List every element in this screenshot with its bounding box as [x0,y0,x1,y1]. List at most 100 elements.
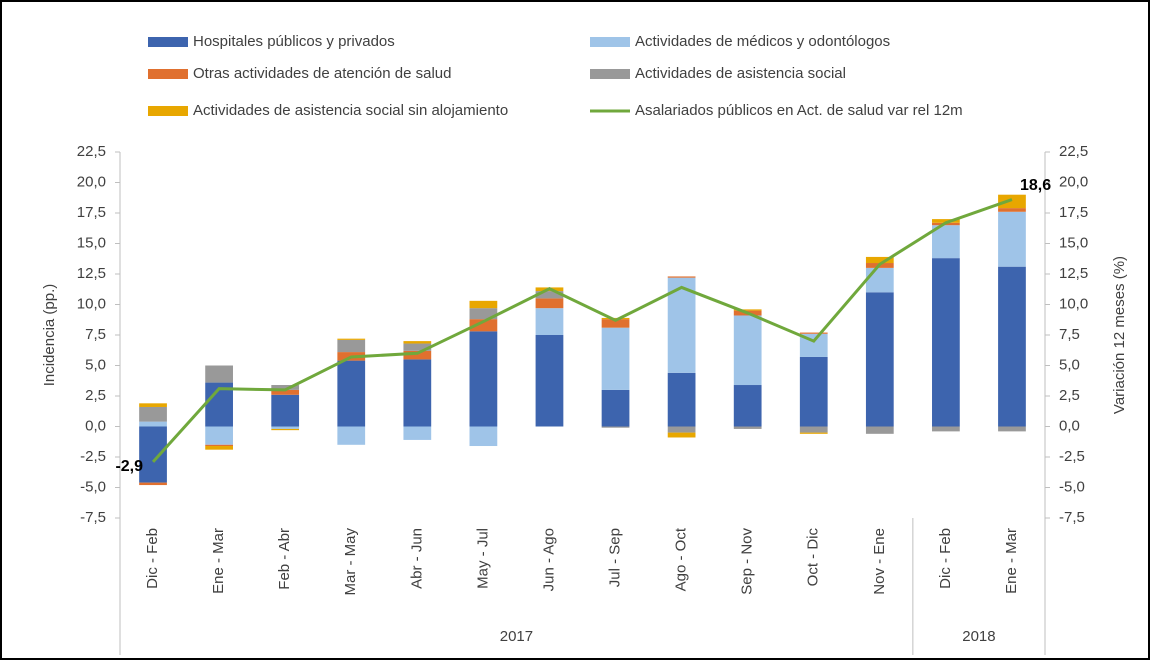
bar-segment [998,426,1026,432]
bar-segment [733,315,762,386]
bar-segment [601,426,630,428]
bar-segment [469,300,498,309]
x-tick-label: Mar - May [342,528,359,596]
bar-segment [337,426,366,445]
x-tick-label: Ene - Mar [210,528,227,594]
y-tick-label: 22,5 [77,143,106,160]
bar-segment [865,426,894,434]
y2-axis-label: Variación 12 meses (%) [1111,256,1128,414]
y-tick-label: 2,5 [85,387,106,404]
bar-segment [601,317,630,320]
bar-segment [403,350,432,360]
bar-segment [535,298,564,309]
bar-segment [403,359,432,427]
y-tick-label: 15,0 [77,234,106,251]
y-tick-label: 0,0 [85,417,106,434]
bar-segment [733,385,762,427]
bar-segment [337,338,366,340]
x-tick-label: Jun - Ago [540,528,557,591]
y-tick-label: 5,0 [85,356,106,373]
bar-segment [667,276,696,278]
bar-segment [932,258,960,427]
y-tick-label: 7,5 [85,326,106,343]
y2-tick-label: -7,5 [1059,509,1085,526]
bar-segment [998,208,1026,212]
bar-segment [998,266,1026,427]
x-tick-label: Ago - Oct [673,527,690,591]
bar-segment [733,426,762,429]
legend-swatch [148,37,188,47]
bar-segment [733,309,762,311]
bar-segment [205,444,233,447]
bar-segment [667,432,696,438]
bar-segment [799,356,828,427]
y-tick-label: -5,0 [80,478,106,495]
y-axis-label: Incidencia (pp.) [41,284,58,387]
bar-segment [469,319,498,332]
bar-segment [932,225,960,259]
bar-segment [469,308,498,320]
x-tick-label: May - Jul [474,528,491,589]
bar-segment [601,327,630,390]
y2-tick-label: -5,0 [1059,478,1085,495]
bar-segment [535,291,564,299]
bar-segment [139,482,167,486]
y2-tick-label: 7,5 [1059,326,1080,343]
y-tick-label: -7,5 [80,509,106,526]
x-tick-label: Oct - Dic [805,528,822,587]
y2-tick-label: 20,0 [1059,173,1088,190]
bar-segment [205,446,233,450]
bar-segment [799,426,828,433]
bar-segment [403,341,432,344]
legend-swatch [590,69,630,79]
bar-segment [403,343,432,351]
y2-tick-label: -2,5 [1059,448,1085,465]
bar-segment [139,403,167,407]
y2-tick-label: 15,0 [1059,234,1088,251]
legend-label: Hospitales públicos y privados [193,33,395,50]
bar-segment [337,360,366,427]
x-tick-label: Sep - Nov [739,528,756,595]
y-tick-label: 20,0 [77,173,106,190]
bar-segment [601,319,630,328]
legend-label: Actividades de asistencia social [635,65,846,82]
bar-segment [139,426,167,483]
y2-tick-label: 0,0 [1059,417,1080,434]
y2-tick-label: 2,5 [1059,387,1080,404]
bar-segment [799,332,828,334]
bar-segment [535,335,564,427]
legend-label: Actividades de asistencia social sin alo… [193,102,508,119]
x-tick-label: Jul - Sep [607,528,624,587]
y-tick-label: 12,5 [77,265,106,282]
year-label: 2017 [500,628,533,645]
bar-segment [139,421,167,427]
data-label: -2,9 [115,458,143,475]
bar-segment [799,432,828,434]
y-tick-label: 10,0 [77,295,106,312]
y-tick-label: 17,5 [77,204,106,221]
y2-tick-label: 12,5 [1059,265,1088,282]
legend-label: Otras actividades de atención de salud [193,65,452,82]
legend-swatch [590,37,630,47]
bar-segment [271,394,300,427]
bar-segment [865,267,894,293]
bar-segment [932,426,960,432]
y-tick-label: -2,5 [80,448,106,465]
bar-segment [337,339,366,353]
bar-segment [865,256,894,264]
bar-segment [403,426,432,440]
bar-segment [205,426,233,445]
bar-segment [469,331,498,427]
bar-segment [271,385,300,390]
year-label: 2018 [962,628,995,645]
x-tick-label: Abr - Jun [408,528,425,589]
bar-segment [932,219,960,223]
bar-segment [998,194,1026,209]
bar-segment [865,292,894,427]
bar-segment [139,406,167,422]
bar-segment [535,308,564,335]
legend-label: Asalariados públicos en Act. de salud va… [635,102,963,119]
bar-segment [667,426,696,433]
